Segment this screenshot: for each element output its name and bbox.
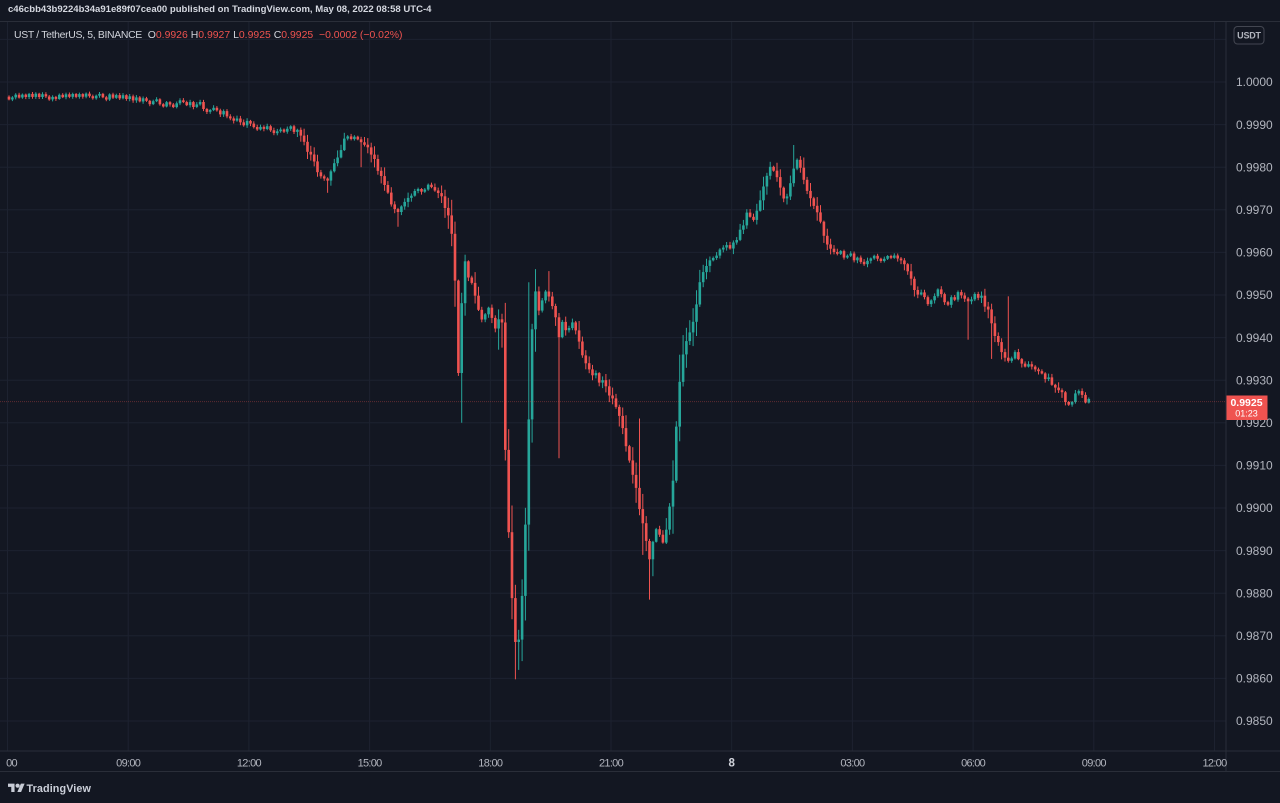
svg-text:00: 00 (6, 758, 17, 770)
svg-text:0.9925: 0.9925 (1230, 397, 1262, 409)
svg-text:0.9930: 0.9930 (1236, 373, 1273, 387)
svg-text:09:00: 09:00 (116, 758, 141, 770)
svg-text:01:23: 01:23 (1235, 409, 1258, 419)
svg-text:15:00: 15:00 (358, 758, 383, 770)
svg-text:0.9850: 0.9850 (1236, 714, 1273, 728)
svg-text:12:00: 12:00 (237, 758, 262, 770)
svg-text:0.9970: 0.9970 (1236, 203, 1273, 217)
svg-text:09:00: 09:00 (1082, 758, 1107, 770)
svg-text:03:00: 03:00 (840, 758, 865, 770)
svg-text:USDT: USDT (1237, 31, 1261, 41)
svg-text:0.9980: 0.9980 (1236, 160, 1273, 174)
svg-text:0.9880: 0.9880 (1236, 586, 1273, 600)
svg-text:0.9870: 0.9870 (1236, 629, 1273, 643)
svg-text:0.9860: 0.9860 (1236, 672, 1273, 686)
svg-text:06:00: 06:00 (961, 758, 986, 770)
svg-text:0.9990: 0.9990 (1236, 118, 1273, 132)
svg-text:0.9910: 0.9910 (1236, 459, 1273, 473)
svg-text:12:00: 12:00 (1202, 758, 1227, 770)
svg-text:0.9890: 0.9890 (1236, 544, 1273, 558)
svg-text:8: 8 (728, 758, 735, 770)
svg-text:0.9960: 0.9960 (1236, 246, 1273, 260)
svg-text:0.9950: 0.9950 (1236, 288, 1273, 302)
svg-text:21:00: 21:00 (599, 758, 624, 770)
svg-text:18:00: 18:00 (478, 758, 503, 770)
svg-text:0.9900: 0.9900 (1236, 501, 1273, 515)
svg-text:1.0000: 1.0000 (1236, 75, 1273, 89)
svg-text:0.9940: 0.9940 (1236, 331, 1273, 345)
